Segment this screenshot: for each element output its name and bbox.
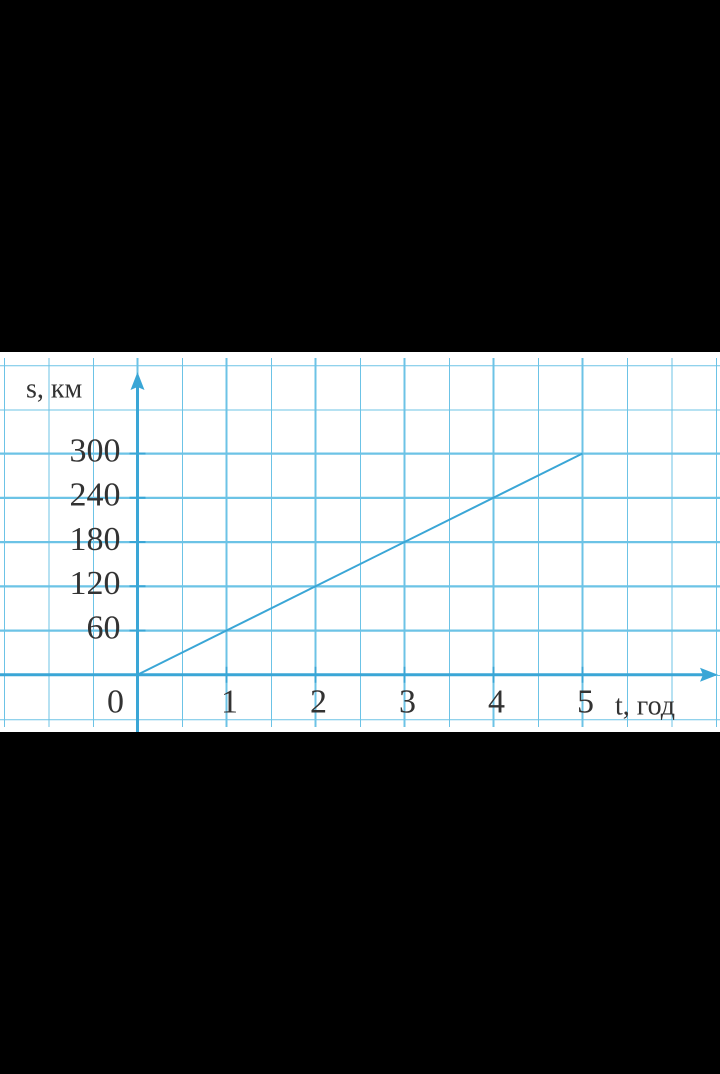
x-tick-label: 3: [399, 684, 416, 721]
y-axis-arrow: [130, 372, 145, 390]
x-tick-label: 1: [221, 684, 238, 721]
x-tick-label: 0: [107, 684, 124, 721]
y-tick-label: 180: [70, 521, 121, 558]
x-axis-arrow: [700, 667, 718, 682]
x-tick-label: 5: [577, 684, 594, 721]
y-tick-label: 120: [70, 565, 121, 602]
y-axis-label: s, км: [26, 373, 83, 404]
data-line: [137, 452, 583, 676]
y-tick-label: 240: [70, 477, 121, 514]
plot: 60 120 180 240 300 0 1 2 3 4 5: [0, 358, 720, 732]
x-axis-label: t, год: [615, 690, 675, 721]
x-tick-label: 4: [488, 684, 505, 721]
x-tick-label: 2: [310, 684, 327, 721]
y-tick-label: 60: [87, 609, 121, 646]
y-tick-label: 300: [70, 432, 121, 469]
